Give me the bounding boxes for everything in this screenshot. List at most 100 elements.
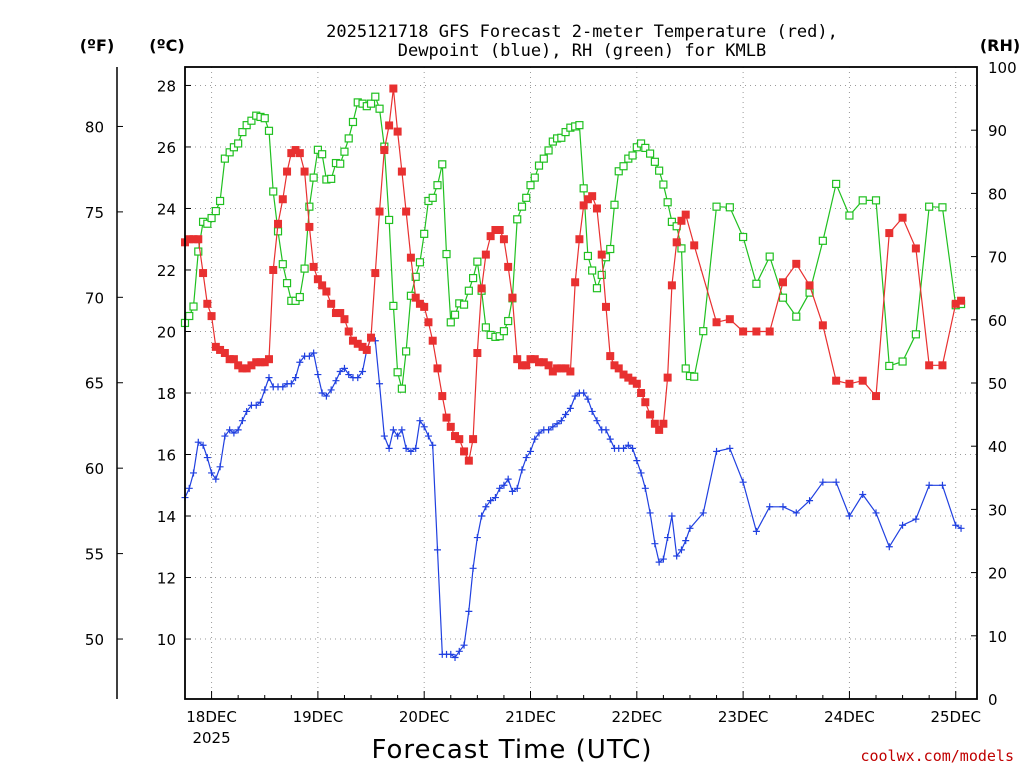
temperature-point [659, 419, 668, 428]
relative-humidity-point [238, 127, 247, 137]
fahrenheit-tick-label: 65 [85, 375, 104, 393]
relative-humidity-point [194, 247, 203, 256]
dewpoint-point [491, 494, 499, 502]
relative-humidity-point [588, 266, 597, 275]
dewpoint-point [752, 527, 760, 535]
dewpoint-point [336, 367, 344, 375]
relative-humidity-point [579, 184, 588, 193]
dewpoint-point [629, 444, 637, 452]
dewpoint-point [345, 371, 353, 379]
relative-humidity-point [203, 219, 212, 228]
dewpoint-point [487, 497, 495, 505]
relative-humidity-point [473, 257, 482, 266]
rh-tick-label: 100 [988, 59, 1017, 77]
temperature-point [637, 388, 646, 397]
relative-humidity-point [495, 332, 504, 341]
relative-humidity-point [348, 117, 358, 127]
relative-humidity-point [871, 196, 881, 205]
relative-humidity-point [925, 202, 934, 211]
relative-humidity-point [526, 181, 535, 190]
relative-humidity-point [450, 310, 460, 319]
dewpoint-point [553, 420, 561, 428]
temperature-point [203, 299, 212, 308]
relative-humidity-point [344, 134, 353, 143]
dewpoint-point [424, 432, 432, 440]
dewpoint-point [549, 423, 557, 431]
relative-humidity-point [438, 160, 447, 169]
relative-humidity-point [385, 215, 394, 225]
dewpoint-point [429, 441, 437, 449]
fahrenheit-tick-label: 50 [85, 631, 104, 649]
temperature-point [805, 281, 814, 290]
dewpoint-point [478, 512, 486, 520]
relative-humidity-point [220, 154, 229, 163]
dewpoint-point [203, 454, 211, 462]
dewpoint-point [912, 515, 920, 523]
dewpoint-point [925, 481, 933, 489]
dewpoint-point [792, 509, 800, 517]
relative-humidity-point [269, 187, 278, 196]
temperature-point [566, 367, 575, 376]
temperature-point [544, 361, 553, 370]
temperature-point [264, 355, 273, 364]
rh-tick-label: 50 [988, 375, 1007, 393]
temperature-point [681, 210, 690, 219]
dewpoint-point [624, 441, 632, 449]
relative-humidity-point [628, 151, 637, 160]
relative-humidity-point [211, 206, 220, 216]
relative-humidity-point [885, 361, 894, 371]
rh-tick-label: 60 [988, 312, 1007, 330]
rh-tick-label: 20 [988, 565, 1007, 583]
temperature-point [274, 219, 283, 228]
dewpoint-point [668, 512, 676, 520]
relative-humidity-point [534, 161, 544, 170]
temperature-point [309, 262, 318, 271]
dewpoint-point [832, 478, 840, 486]
dewpoint-point [593, 417, 601, 425]
relative-humidity-point [336, 159, 345, 168]
dewpoint-point [584, 395, 592, 403]
dewpoint-point [686, 524, 694, 532]
dewpoint-point [354, 374, 362, 382]
relative-humidity-point [938, 203, 947, 212]
relative-humidity-point [397, 384, 406, 393]
rh-tick-label: 40 [988, 438, 1007, 456]
relative-humidity-point [845, 211, 854, 220]
dewpoint-point [359, 367, 367, 375]
dewpoint-point [872, 509, 880, 517]
relative-humidity-point [189, 302, 198, 311]
temperature-point [433, 364, 442, 373]
temperature-point [313, 275, 322, 284]
plot-frame [184, 66, 978, 700]
temperature-point [344, 327, 353, 336]
relative-humidity-point [681, 364, 690, 373]
dewpoint-point [637, 469, 645, 477]
temperature-point [269, 265, 278, 274]
temperature-point [371, 269, 380, 278]
relative-humidity-point [752, 279, 761, 288]
temperature-point [220, 349, 229, 358]
dewpoint-point [713, 447, 721, 455]
temperature-point [765, 327, 774, 336]
temperature-point [486, 232, 495, 241]
temperature-point [207, 312, 216, 321]
relative-humidity-point [264, 126, 274, 135]
dewpoint-point [340, 364, 348, 372]
relative-humidity-point [225, 148, 234, 157]
temperature-point [406, 253, 415, 262]
temperature-point [469, 435, 478, 444]
temperature-point [327, 299, 336, 308]
celsius-tick-label: 28 [157, 77, 176, 95]
dewpoint-point [473, 534, 481, 542]
rh-tick-label: 80 [988, 185, 1007, 203]
relative-humidity-point [592, 284, 602, 293]
dewpoint-point [279, 383, 287, 391]
temperature-point [818, 321, 827, 330]
temperature-point [508, 293, 517, 302]
temperature-point [592, 204, 601, 213]
x-axis-label: Forecast Time (UTC) [371, 735, 652, 765]
dewpoint-point [562, 411, 570, 419]
fahrenheit-tick-label: 60 [85, 460, 104, 478]
dewpoint-point [190, 469, 198, 477]
dewpoint-point [819, 478, 827, 486]
